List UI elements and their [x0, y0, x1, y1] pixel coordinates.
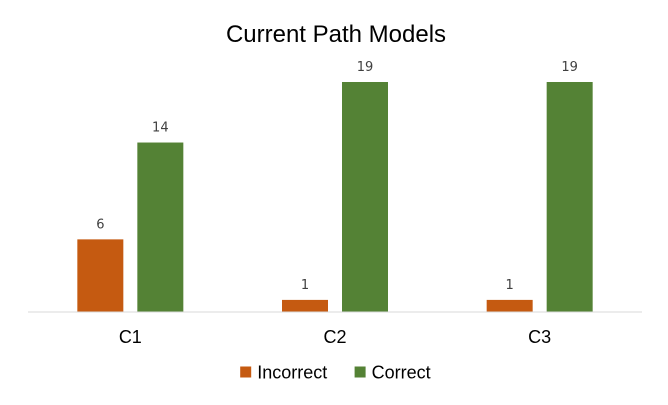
legend: Incorrect Correct	[240, 363, 431, 383]
data-label-correct-c1: 14	[152, 121, 169, 136]
data-label-correct-c2: 19	[357, 60, 374, 75]
bars-layer	[77, 82, 593, 312]
legend-swatch-correct	[354, 366, 366, 378]
data-label-incorrect-c1: 6	[96, 217, 104, 232]
chart-title: Current Path Models	[226, 21, 446, 48]
x-tick-label-c3: C3	[528, 327, 551, 347]
x-tick-label-c2: C2	[323, 327, 346, 347]
bar-incorrect-c3	[486, 299, 533, 312]
legend-label-incorrect: Incorrect	[257, 363, 327, 383]
data-label-incorrect-c3: 1	[506, 278, 514, 293]
bar-incorrect-c2	[282, 299, 328, 312]
x-tick-label-c1: C1	[119, 327, 142, 347]
bar-correct-c2	[342, 82, 388, 312]
data-labels-layer: 6 14 1 19 1 19	[96, 60, 578, 293]
bar-correct-c1	[137, 142, 184, 312]
x-tick-labels-layer: C1 C2 C3	[119, 327, 551, 347]
data-label-correct-c3: 19	[561, 60, 578, 75]
legend-swatch-incorrect	[240, 366, 252, 378]
data-label-incorrect-c2: 1	[301, 278, 309, 293]
legend-label-correct: Correct	[372, 363, 431, 383]
bar-correct-c3	[546, 82, 593, 312]
bar-incorrect-c1	[77, 239, 124, 312]
